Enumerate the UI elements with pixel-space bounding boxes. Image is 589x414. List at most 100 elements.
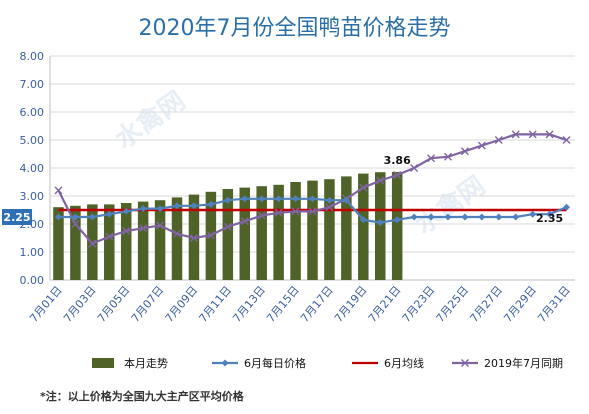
- x-tick-label: 7月19日: [332, 284, 370, 325]
- x-tick-label: 7月05日: [95, 284, 133, 325]
- data-point-june-daily: [461, 213, 469, 221]
- data-point-2019: [376, 176, 385, 185]
- data-point-2019: [494, 136, 503, 144]
- data-point-2019: [206, 231, 215, 240]
- x-tick-label: 7月25日: [434, 284, 472, 325]
- data-point-june-daily: [529, 210, 537, 218]
- data-point-2019: [291, 207, 300, 216]
- data-point-2019: [139, 224, 148, 233]
- data-point-june-daily: [207, 200, 215, 208]
- data-point-june-daily: [88, 213, 96, 221]
- y-tick-label: 3.00: [20, 190, 45, 203]
- data-point-june-daily: [563, 203, 571, 211]
- data-point-june-daily: [512, 213, 520, 221]
- data-point-2019: [528, 130, 537, 139]
- y-tick-label: 5.00: [20, 134, 45, 147]
- data-point-june-daily: [376, 219, 384, 227]
- y-tick-label: 7.00: [20, 78, 45, 91]
- data-point-june-daily: [173, 202, 181, 210]
- data-point-2019: [257, 211, 266, 220]
- data-point-june-daily: [122, 207, 130, 215]
- data-point-june-daily: [325, 196, 333, 204]
- y-tick-label: 0.00: [20, 274, 45, 287]
- bar: [154, 200, 166, 280]
- data-point-2019: [511, 130, 520, 139]
- bar: [256, 186, 267, 280]
- x-tick-label: 7月09日: [163, 284, 201, 325]
- y-tick-label: 1.00: [20, 246, 45, 259]
- bar: [290, 182, 301, 280]
- data-point-2019: [410, 164, 419, 172]
- data-label-box: [2, 209, 32, 225]
- y-tick-label: 8.00: [20, 50, 45, 63]
- data-point-june-daily: [105, 210, 113, 218]
- legend-swatch: [92, 358, 114, 368]
- data-label: 2.35: [536, 212, 563, 225]
- data-point-june-daily: [190, 202, 198, 210]
- x-tick-label: 7月01日: [27, 284, 65, 325]
- data-point-2019: [427, 154, 436, 163]
- data-point-june-daily: [224, 196, 232, 204]
- bar: [239, 187, 251, 280]
- data-label: 3.86: [384, 154, 411, 167]
- data-point-2019: [562, 136, 571, 144]
- footnote: *注：以上价格为全国九大主产区平均价格: [40, 390, 244, 403]
- legend-label: 6月每日价格: [244, 356, 306, 370]
- data-point-2019: [54, 186, 63, 195]
- legend-label: 6月均线: [384, 356, 424, 370]
- data-point-2019: [393, 171, 402, 179]
- data-point-2019: [223, 222, 232, 231]
- data-point-2019: [308, 207, 317, 216]
- bar: [137, 201, 149, 280]
- data-point-june-daily: [478, 213, 486, 221]
- x-tick-label: 7月23日: [400, 284, 438, 325]
- data-point-2019: [274, 208, 283, 217]
- data-point-2019: [240, 217, 249, 226]
- data-point-2019: [156, 221, 165, 230]
- x-tick-label: 7月03日: [61, 284, 99, 325]
- x-tick-label: 7月15日: [264, 284, 302, 325]
- data-point-june-daily: [156, 205, 164, 213]
- bar: [53, 207, 64, 280]
- bar: [391, 171, 403, 280]
- bar: [341, 176, 352, 280]
- legend-label: 2019年7月同期: [484, 356, 563, 370]
- data-point-june-daily: [292, 195, 300, 203]
- bar: [104, 204, 115, 280]
- data-point-2019: [359, 183, 368, 192]
- data-point-june-daily: [546, 210, 554, 218]
- legend-label: 本月走势: [124, 356, 168, 370]
- bar: [70, 205, 81, 280]
- data-point-june-daily: [71, 213, 79, 221]
- x-tick-label: 7月11日: [197, 284, 235, 325]
- data-point-june-daily: [54, 213, 62, 221]
- data-point-june-daily: [241, 195, 249, 203]
- data-point-2019: [325, 203, 334, 212]
- legend-marker: [221, 359, 229, 367]
- data-point-june-daily: [275, 195, 283, 203]
- y-tick-label: 6.00: [20, 106, 45, 119]
- data-point-2019: [105, 232, 114, 241]
- data-point-june-daily: [139, 205, 147, 213]
- data-point-june-daily: [444, 213, 452, 221]
- data-point-june-daily: [495, 213, 503, 221]
- data-point-june-daily: [258, 195, 266, 203]
- data-point-2019: [460, 147, 469, 156]
- data-point-2019: [71, 220, 80, 228]
- data-point-june-daily: [342, 196, 350, 204]
- bar: [273, 184, 284, 280]
- y-tick-label: 4.00: [20, 162, 45, 175]
- x-tick-label: 7月27日: [467, 284, 505, 325]
- bar: [324, 179, 335, 280]
- data-point-june-daily: [393, 216, 401, 224]
- x-tick-label: 7月07日: [129, 284, 167, 325]
- chart-title: 2020年7月份全国鸭苗价格走势: [138, 16, 451, 41]
- data-point-june-daily: [410, 213, 418, 221]
- data-point-june-daily: [427, 213, 435, 221]
- x-tick-label: 7月13日: [230, 284, 268, 325]
- bar: [307, 180, 318, 280]
- data-point-2019: [477, 141, 486, 150]
- data-point-june-daily: [359, 216, 367, 224]
